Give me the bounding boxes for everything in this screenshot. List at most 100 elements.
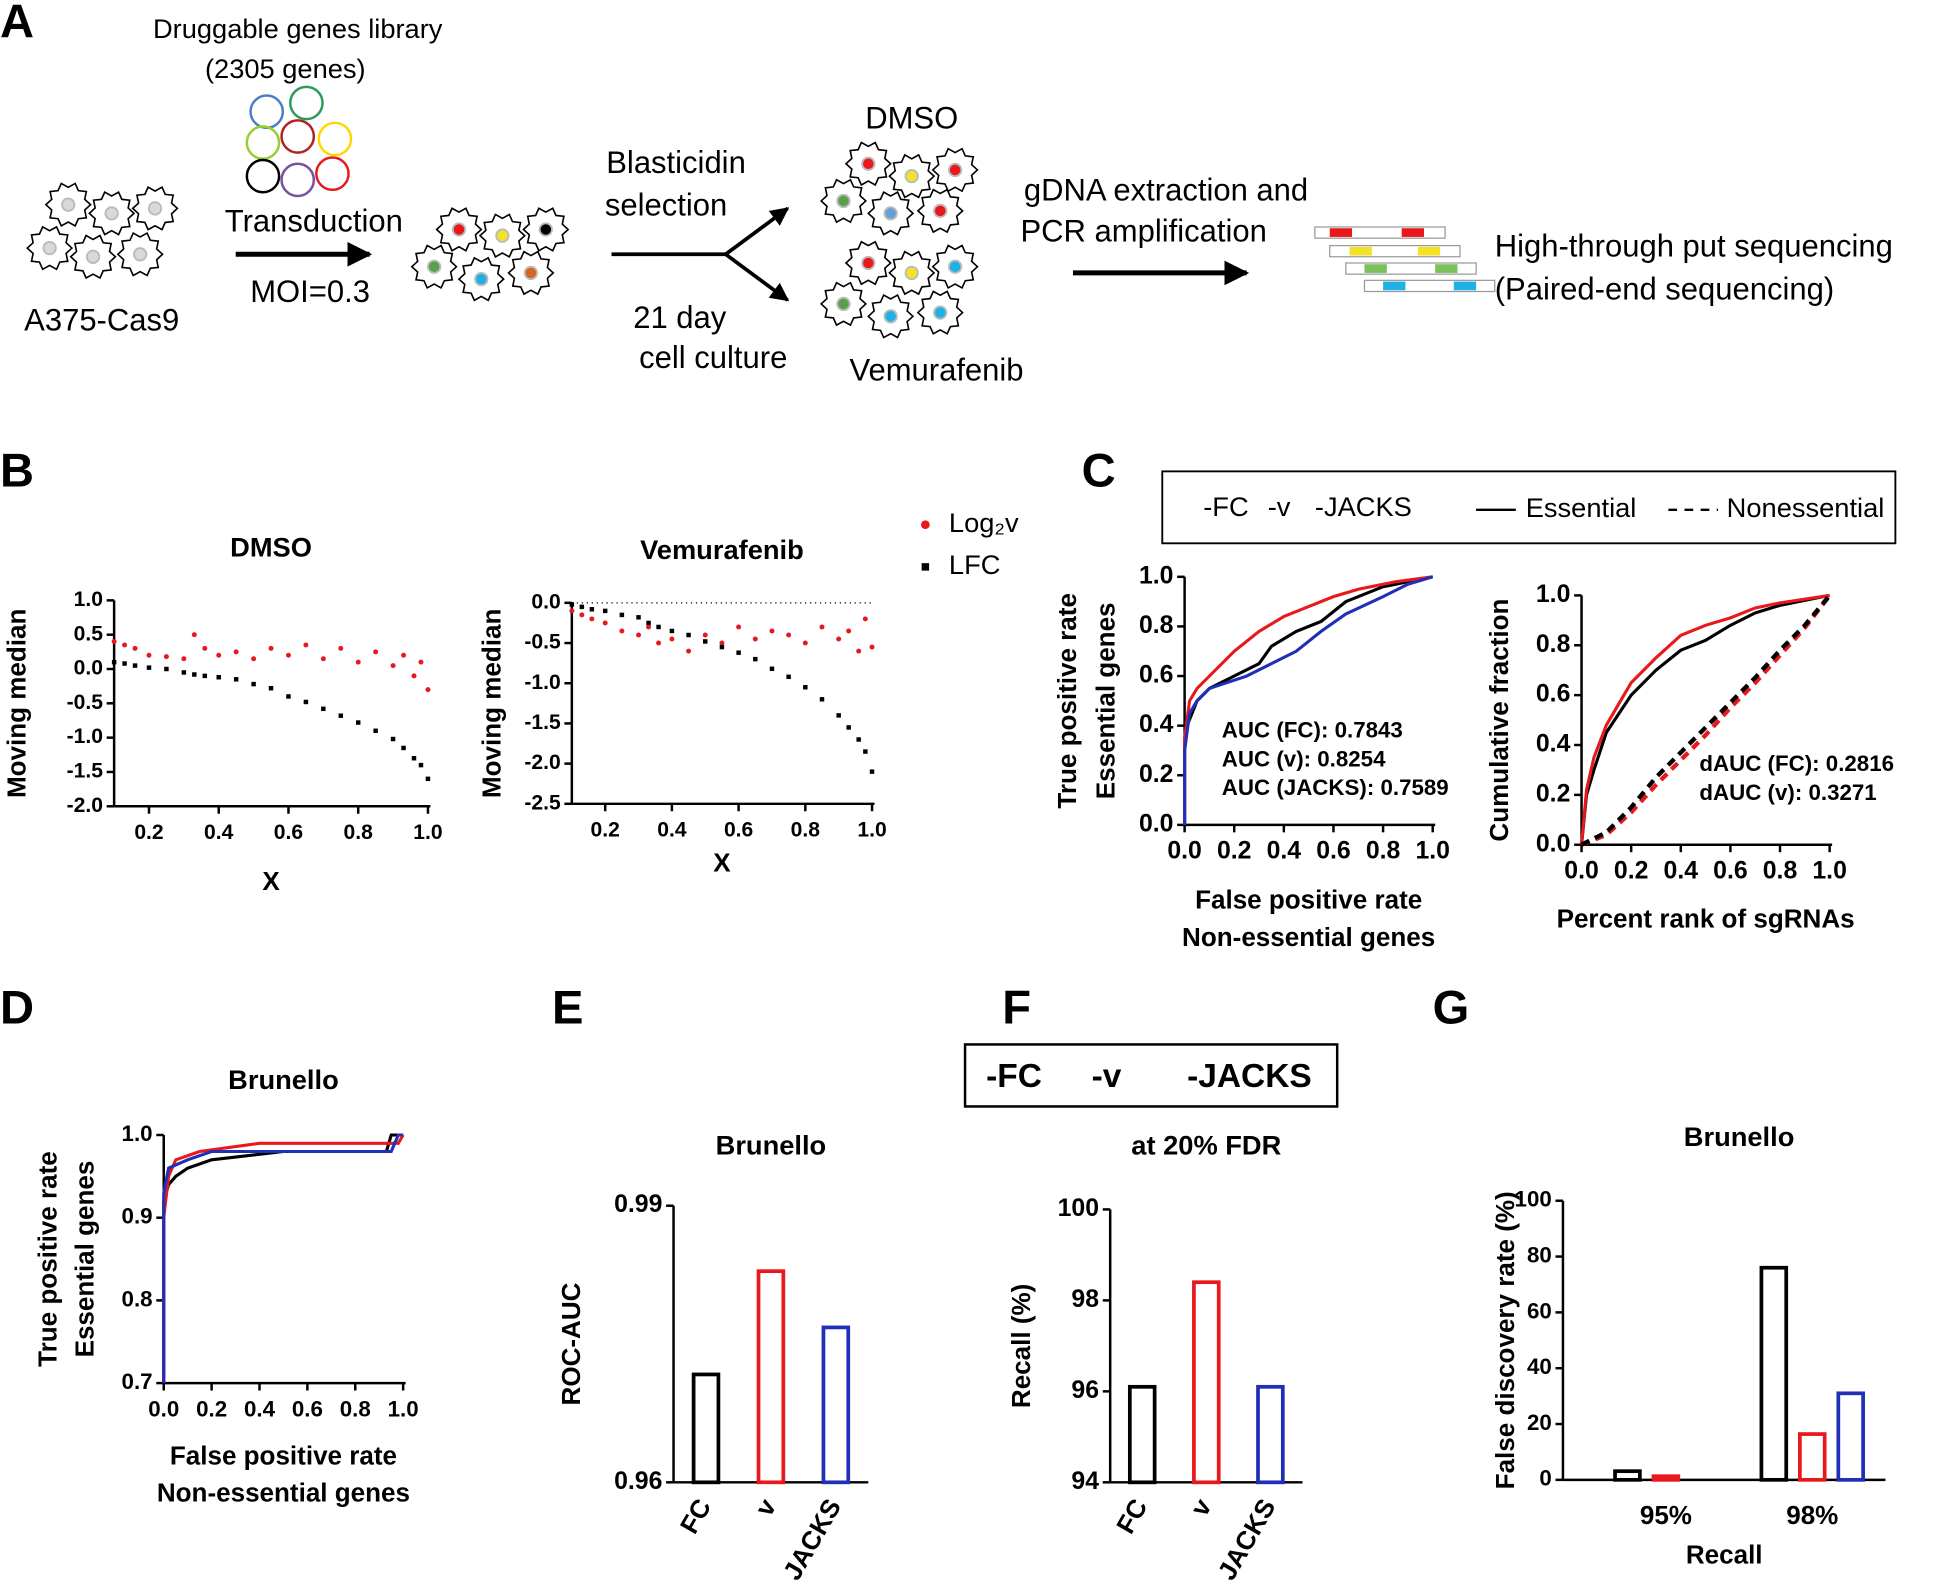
legend-label: Essential — [1526, 492, 1637, 523]
diagram-label: selection — [605, 187, 727, 222]
chart-title: DMSO — [230, 532, 312, 563]
y-tick-label: 0.0 — [1139, 810, 1173, 837]
x-axis-label: Non-essential genes — [1182, 922, 1435, 952]
point — [619, 628, 625, 634]
legend-label: -v — [1268, 491, 1291, 522]
nucleus — [883, 206, 898, 221]
point — [686, 632, 691, 638]
point — [669, 636, 675, 642]
x-axis-label: Percent rank of sgRNAs — [1557, 903, 1855, 933]
point — [752, 636, 758, 642]
point — [589, 616, 595, 622]
panel-letters: A B C D E F G — [0, 0, 1469, 1033]
nucleus — [836, 296, 851, 312]
y-tick-label: 0.6 — [1536, 681, 1570, 708]
point — [418, 659, 424, 665]
point — [233, 677, 239, 682]
library-circle — [280, 162, 316, 198]
point — [753, 656, 758, 662]
point — [303, 699, 309, 705]
nucleus — [85, 249, 101, 264]
diagram-label: PCR amplification — [1020, 213, 1266, 248]
point — [181, 670, 187, 675]
legend-marker — [921, 563, 930, 571]
y-axis-label: True positive rate — [32, 1151, 62, 1367]
point — [636, 632, 642, 638]
x-tick-label: 0.8 — [340, 1396, 371, 1421]
point — [569, 602, 575, 607]
point — [202, 673, 208, 679]
workflow-diagram: Druggable genes library (2305 genes) Tra… — [24, 13, 1893, 387]
chart-title: Brunello — [1684, 1121, 1795, 1152]
point — [802, 640, 808, 646]
point — [164, 666, 169, 672]
legend-box — [963, 1043, 1339, 1108]
point — [390, 736, 396, 742]
x-tick-label: 0.0 — [1564, 858, 1598, 885]
point — [786, 674, 791, 680]
point — [836, 713, 841, 718]
diagram-label: MOI=0.3 — [250, 274, 370, 309]
legend-label: Log₂v — [949, 507, 1019, 538]
line — [162, 1134, 405, 1384]
y-tick-label: 0.5 — [74, 622, 104, 645]
bar — [756, 1269, 786, 1485]
library-circle — [249, 94, 285, 130]
x-tick-label: 0.8 — [344, 821, 374, 844]
y-tick-label: 100 — [1058, 1195, 1099, 1222]
x-tick-label: FC — [674, 1493, 717, 1538]
nucleus — [948, 162, 963, 178]
point — [132, 663, 138, 668]
x-tick-label: FC — [1110, 1493, 1153, 1538]
point — [251, 681, 256, 687]
y-axis-label: ROC-AUC — [556, 1282, 586, 1405]
nucleus — [147, 201, 163, 216]
chart: 0.0 0.2 0.4 0.6 0.8 1.0 0.0 0.2 0.4 0.6 0.8 1.0 Perc… — [1484, 581, 1894, 933]
y-axis-label: Essential genes — [1091, 602, 1121, 799]
point — [122, 642, 128, 648]
y-tick-label: 0.0 — [1536, 830, 1570, 857]
point — [862, 616, 868, 622]
x-axis-label: False positive rate — [1195, 885, 1422, 915]
point — [373, 649, 379, 655]
y-tick-label: 80 — [1527, 1242, 1552, 1267]
nucleus — [861, 255, 876, 271]
y-tick-label: 100 — [1515, 1187, 1552, 1212]
point — [846, 725, 851, 730]
y-tick-label: 0.7 — [122, 1369, 153, 1394]
nucleus — [836, 193, 851, 209]
point — [863, 749, 868, 754]
point — [268, 645, 274, 651]
point — [636, 615, 641, 620]
library-circle — [245, 125, 281, 161]
arrow — [724, 206, 790, 256]
point — [181, 656, 187, 662]
chart: DMSO -2.0 -1.5 -1.0 -0.5 0.0 0.5 1.0 0.2 0.4 0.6 0.… — [1, 532, 442, 896]
panel-letter: F — [1002, 980, 1031, 1033]
annotation: AUC (FC): 0.7843 — [1222, 718, 1403, 743]
library-circle — [280, 119, 316, 154]
line — [1580, 593, 1830, 845]
legend-label: -FC — [986, 1058, 1042, 1095]
diagram-label: DMSO — [865, 101, 958, 136]
nucleus — [904, 169, 919, 184]
y-tick-label: -2.0 — [67, 794, 103, 817]
point — [602, 608, 608, 614]
panel-letter: E — [552, 980, 583, 1033]
x-tick-label: 0.4 — [244, 1396, 276, 1421]
point — [579, 612, 585, 618]
x-tick-label: 0.8 — [1366, 838, 1401, 865]
y-tick-label: 96 — [1071, 1377, 1099, 1404]
bar — [1651, 1474, 1681, 1482]
chart: Brunello 0.7 0.8 0.9 1.0 0.0 0.2 0.4 0.6 0.8 1.0 Fa… — [32, 1064, 418, 1508]
point — [268, 685, 274, 691]
sequencing-reads — [1314, 226, 1496, 293]
y-tick-label: 0.8 — [1536, 631, 1571, 658]
nucleus — [133, 247, 148, 262]
point — [846, 628, 852, 634]
x-tick-label: v — [1184, 1493, 1217, 1521]
x-tick-label: 0.4 — [1664, 858, 1699, 885]
point — [819, 697, 825, 702]
y-tick-label: 0.96 — [614, 1468, 662, 1495]
